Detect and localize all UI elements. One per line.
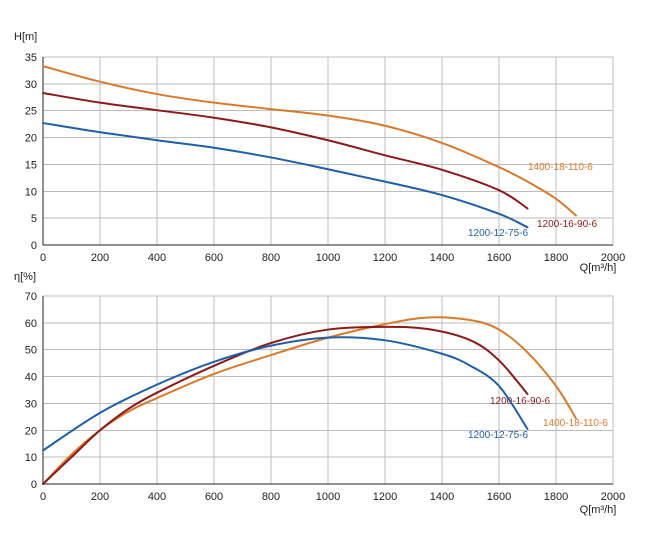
y-tick-label: 5 (31, 213, 37, 225)
x-tick-label: 800 (262, 252, 280, 264)
series-label-1400-18-110-6: 1400-18-110-6 (528, 162, 593, 173)
x-tick-label: 1400 (430, 491, 454, 503)
y-tick-label: 0 (31, 240, 37, 252)
y-tick-label: 40 (25, 372, 37, 384)
y-axis-title: η[%] (14, 271, 36, 283)
series-line-1200-16-90-6 (42, 325, 529, 485)
y-tick-label: 35 (25, 52, 37, 64)
x-axis-title: Q[m³/h] (580, 504, 617, 516)
series-line-1200-12-75-6 (42, 122, 529, 229)
x-tick-label: 1800 (544, 491, 568, 503)
x-tick-label: 800 (262, 491, 280, 503)
x-tick-label: 1200 (373, 252, 397, 264)
series-line-1200-16-90-6 (42, 91, 529, 210)
series-label-1200-16-90-6: 1200-16-90-6 (490, 396, 550, 407)
chart-panel-2: 0 10 20 30 40 50 60 70 0 200 400 600 800 1000 1200 1400… (14, 271, 625, 516)
y-tick-label: 30 (25, 398, 37, 410)
x-tick-label: 2000 (601, 491, 625, 503)
x-tick-label: 1800 (544, 252, 568, 264)
x-axis-title: Q[m³/h] (580, 262, 617, 274)
y-tick-label: 20 (25, 133, 37, 145)
x-tick-label: 400 (148, 252, 166, 264)
series-label-1400-18-110-6: 1400-18-110-6 (543, 418, 608, 429)
y-tick-label: 60 (25, 318, 37, 330)
y-tick-label: 10 (25, 452, 37, 464)
y-tick-label: 10 (25, 186, 37, 198)
x-tick-label: 1000 (316, 491, 340, 503)
y-tick-label: 70 (25, 291, 37, 303)
series-label-1200-16-90-6: 1200-16-90-6 (537, 219, 597, 230)
x-tick-label: 400 (148, 491, 166, 503)
series-label-1200-12-75-6: 1200-12-75-6 (468, 228, 528, 239)
series-line-1200-12-75-6 (42, 336, 529, 452)
y-tick-label: 20 (25, 425, 37, 437)
y-tick-label: 25 (25, 106, 37, 118)
x-tick-label: 0 (40, 252, 46, 264)
chart-panel-1: 0 5 10 15 20 25 30 35 0 200 400 600 800 1000 1200 1400 1… (14, 31, 625, 274)
x-tick-label: 200 (91, 252, 109, 264)
y-tick-label: 30 (25, 79, 37, 91)
x-tick-label: 1400 (430, 252, 454, 264)
x-tick-label: 200 (91, 491, 109, 503)
series-label-1200-12-75-6: 1200-12-75-6 (468, 430, 528, 441)
x-tick-label: 600 (205, 252, 223, 264)
x-tick-label: 600 (205, 491, 223, 503)
x-tick-label: 1200 (373, 491, 397, 503)
x-tick-label: 1000 (316, 252, 340, 264)
y-tick-label: 0 (31, 479, 37, 491)
y-axis-title: H[m] (14, 31, 37, 43)
x-tick-label: 1600 (487, 252, 511, 264)
x-tick-label: 1600 (487, 491, 511, 503)
y-tick-label: 50 (25, 345, 37, 357)
x-tick-label: 2000 (601, 252, 625, 264)
x-tick-label: 0 (40, 491, 46, 503)
series-line-1400-18-110-6 (42, 65, 577, 217)
y-tick-label: 15 (25, 159, 37, 171)
